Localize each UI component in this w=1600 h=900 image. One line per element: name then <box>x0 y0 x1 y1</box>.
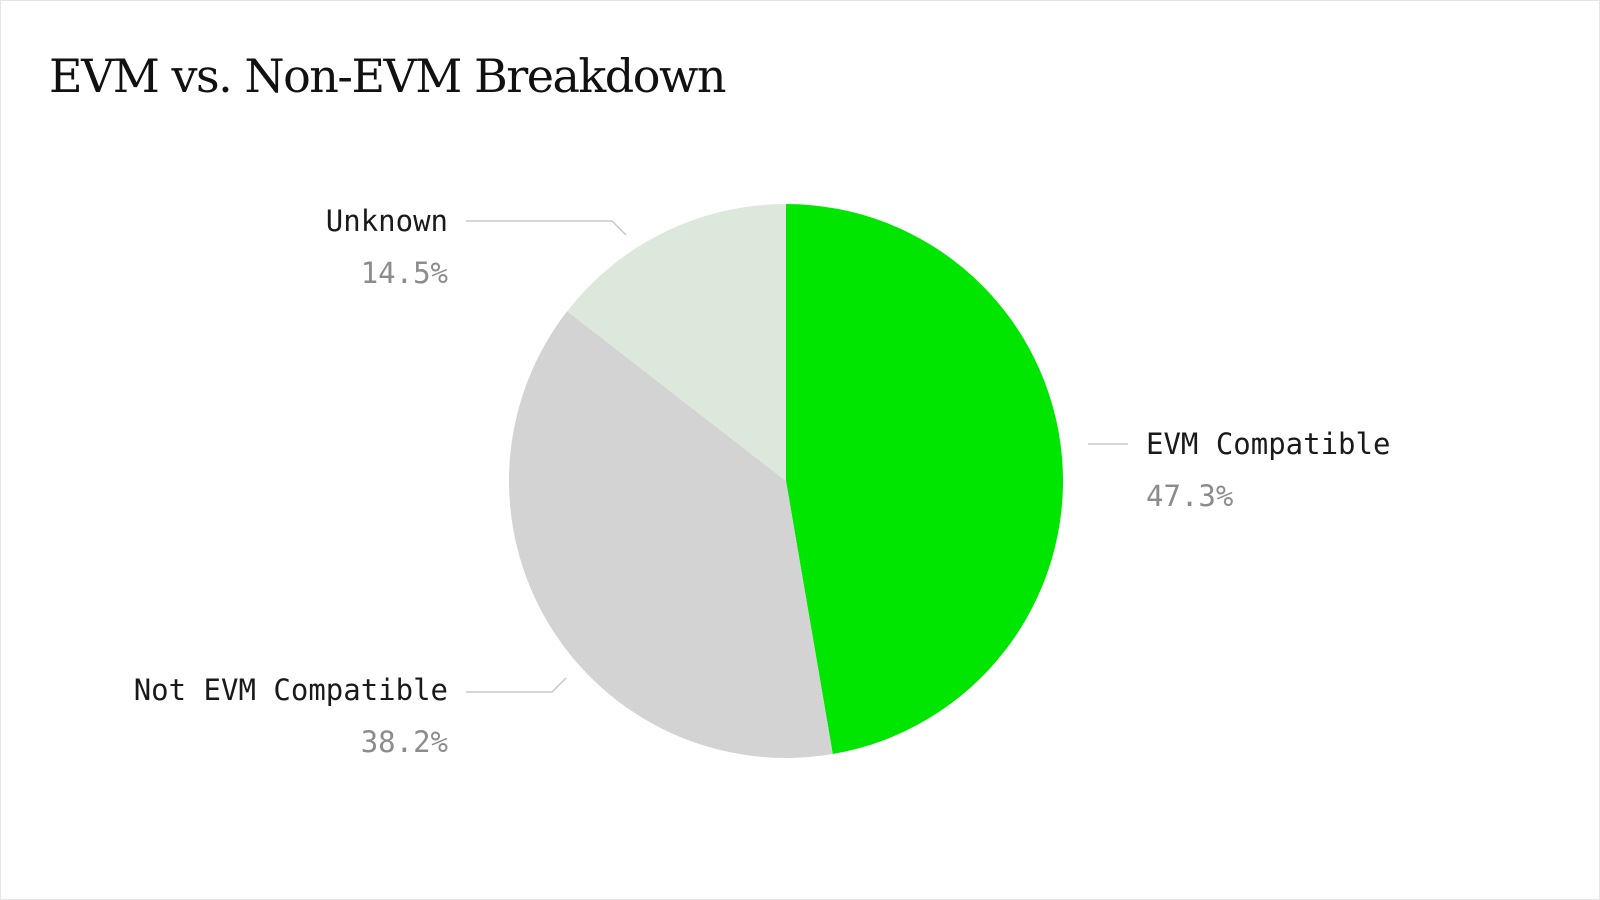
slice-label-unknown: Unknown <box>326 204 448 238</box>
pie-slice-evm-compatible <box>786 204 1063 755</box>
pie-slice-not-evm-compatible <box>508 311 833 758</box>
slice-value-not-evm-compatible: 38.2% <box>361 725 448 759</box>
chart-title: EVM vs. Non-EVM Breakdown <box>49 49 726 103</box>
slice-value-evm-compatible: 47.3% <box>1146 479 1233 513</box>
leader-line-not-evm-compatible <box>466 677 567 693</box>
slice-label-evm-compatible: EVM Compatible <box>1146 427 1390 461</box>
leader-line-unknown <box>466 220 627 236</box>
pie-slice-unknown <box>567 204 786 481</box>
slice-value-unknown: 14.5% <box>361 256 448 290</box>
slice-label-not-evm-compatible: Not EVM Compatible <box>134 673 448 707</box>
